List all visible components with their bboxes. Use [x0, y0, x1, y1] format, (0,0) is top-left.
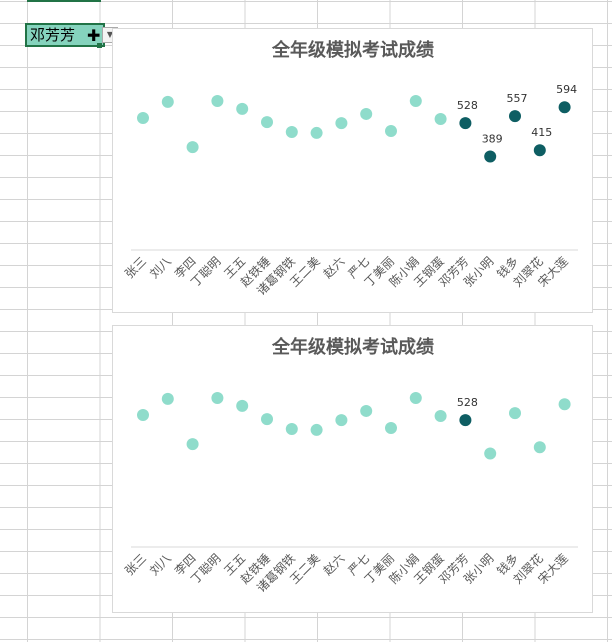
selected-cell[interactable]: 邓芳芳 [25, 23, 105, 47]
data-point [509, 407, 521, 420]
data-point [459, 414, 472, 427]
data-point [484, 150, 497, 163]
data-point [285, 422, 298, 435]
x-tick-label: 赵六 [321, 551, 348, 578]
data-point [533, 144, 546, 157]
data-point [360, 404, 373, 417]
x-tick-label: 赵六 [321, 254, 348, 281]
chart-2[interactable]: 全年级模拟考试成绩 张三 刘八 李四 丁聪明 王五 赵铁锤 诸葛钢铁 王二美 赵六 严七 丁美丽 陈小娟… [112, 325, 593, 613]
x-tick-label: 刘八 [147, 254, 174, 281]
data-point [236, 399, 249, 412]
data-point [385, 125, 397, 138]
cursor-cross-icon: ✚ [87, 26, 101, 45]
data-point [509, 110, 521, 123]
column-header-selected [27, 0, 101, 2]
data-point [434, 409, 447, 422]
chart-title: 全年级模拟考试成绩 [271, 39, 434, 61]
data-point [161, 392, 174, 405]
data-point [459, 117, 472, 130]
data-label: 594 [556, 83, 577, 96]
data-point [434, 112, 447, 125]
data-point [335, 414, 348, 427]
data-point [360, 107, 373, 120]
data-point [186, 438, 199, 451]
fill-handle[interactable] [97, 43, 102, 48]
x-tick-label: 张三 [122, 254, 149, 281]
data-point [211, 94, 224, 107]
data-point [558, 398, 571, 411]
chart-title: 全年级模拟考试成绩 [271, 336, 434, 358]
data-point [409, 391, 422, 404]
x-tick-label: 张三 [122, 551, 149, 578]
data-point [558, 101, 571, 114]
data-point [285, 125, 298, 138]
x-tick-label: 刘八 [147, 551, 174, 578]
chart-1[interactable]: 全年级模拟考试成绩 张三 刘八 李四 丁聪明 王五 赵铁锤 诸葛钢铁 王二美 赵六 严七 丁美丽 陈小娟… [112, 28, 593, 313]
data-point [409, 94, 422, 107]
data-point [310, 126, 323, 139]
data-point [261, 413, 273, 426]
data-point [261, 116, 273, 129]
data-point [533, 441, 546, 454]
data-label: 389 [482, 132, 503, 145]
data-point [236, 102, 249, 115]
data-point [211, 391, 224, 404]
data-point [385, 422, 397, 435]
data-label: 528 [457, 99, 478, 112]
data-label: 528 [457, 396, 478, 409]
data-point [137, 409, 149, 422]
data-point [137, 112, 149, 125]
data-point [161, 95, 174, 108]
data-point [335, 117, 348, 130]
data-label: 415 [531, 126, 552, 139]
data-point [484, 447, 497, 460]
data-label: 557 [507, 92, 528, 105]
data-point [186, 141, 199, 154]
data-point [310, 423, 323, 436]
